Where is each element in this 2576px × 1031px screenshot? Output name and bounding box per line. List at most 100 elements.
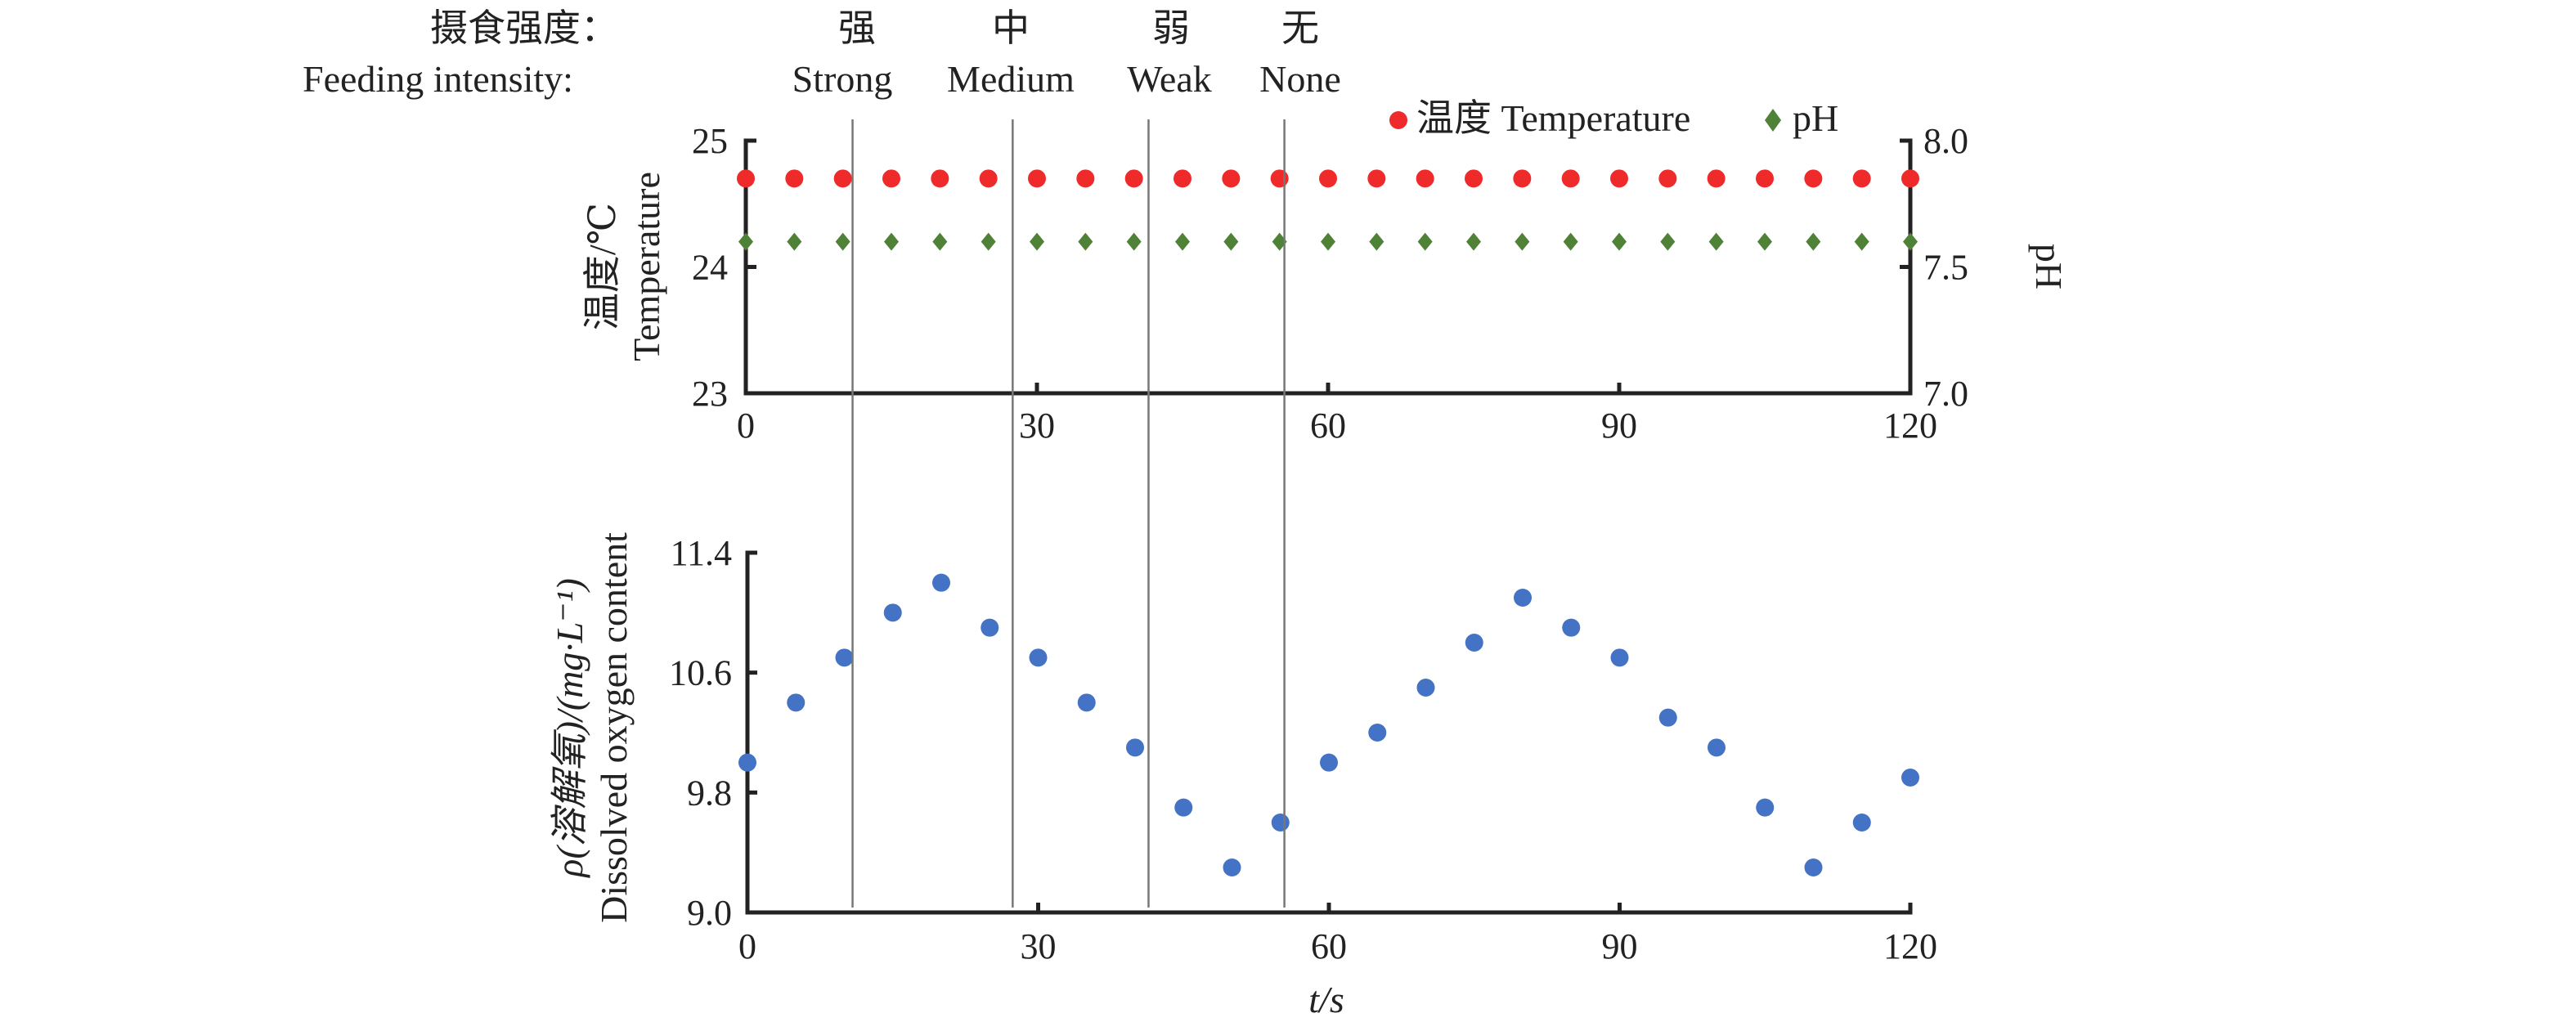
dissolved-oxygen-point [932,573,950,592]
feeding-boundaries [851,119,1286,908]
feeding-level-en: Weak [1127,58,1212,100]
temperature-point [1270,169,1289,188]
legend: 温度 Temperature pH [1389,97,1838,139]
ph-point [1515,232,1530,251]
dissolved-oxygen-point [1174,798,1193,817]
bottom-ticks: 0 30 60 90 120 9.0 9.8 10.6 11.4 [669,533,1937,966]
bottom-xlabel: t/s [1308,979,1344,1020]
ph-point [1854,232,1869,251]
dissolved-oxygen-point [1610,648,1629,667]
temperature-point [1804,169,1823,188]
dissolved-oxygen-point [981,618,999,637]
temperature-point [931,169,949,188]
ph-point [1612,232,1627,251]
x-tick-label: 0 [737,406,755,446]
ph-point [1030,232,1044,251]
ph-point [835,232,850,251]
top-ticks: 0 30 60 90 120 23 24 25 7.0 7.5 8.0 [692,121,1968,446]
temperature-point [1465,169,1483,188]
bottom-axes [745,550,1913,915]
ph-point [1757,232,1772,251]
dissolved-oxygen-point [1804,858,1823,876]
y2-tick-label: 7.5 [1923,248,1968,288]
temperature-point [737,169,755,188]
ph-point [787,232,802,251]
legend-temperature-label: 温度 Temperature [1416,97,1690,139]
feeding-levels: 强 Strong 中 Medium 弱 Weak 无 None [792,7,1341,100]
feeding-level-en: Medium [947,58,1075,100]
x-tick-label: 0 [738,926,756,966]
dissolved-oxygen-point [787,693,806,712]
feeding-level-cn: 弱 [1152,7,1190,49]
ph-point [1660,232,1676,251]
y2-tick-label: 8.0 [1923,121,1968,161]
ph-point [1369,232,1384,251]
x-tick-label: 30 [1019,406,1055,446]
ph-point [1272,232,1287,251]
ph-point [1126,232,1142,251]
x-tick-label: 90 [1602,926,1638,966]
temperature-point [1174,169,1192,188]
x-tick-label: 90 [1601,406,1637,446]
dissolved-oxygen-point [1562,618,1581,637]
dissolved-oxygen-point [1368,724,1387,742]
y-tick-label: 9.0 [687,893,732,933]
ph-point [1223,232,1239,251]
y-tick-label: 10.6 [669,653,732,693]
y-tick-label: 9.8 [687,773,732,813]
temperature-point [1513,169,1532,188]
temperature-point [1124,169,1143,188]
x-tick-label: 30 [1021,926,1057,966]
temperature-point [1756,169,1774,188]
dissolved-oxygen-point [1465,634,1483,652]
temperature-point [1028,169,1046,188]
dissolved-oxygen-point [1416,679,1435,697]
dissolved-oxygen-point [1271,814,1290,832]
feeding-level-cn: 无 [1281,7,1319,49]
dissolved-oxygen-point [883,603,902,622]
dissolved-oxygen-point [835,648,854,667]
y-tick-label: 24 [692,248,728,288]
ph-point [932,232,948,251]
top-y2label: pH [2028,244,2070,289]
ph-point [1078,232,1093,251]
x-tick-label: 60 [1310,406,1346,446]
dissolved-oxygen-point [1126,738,1144,757]
dissolved-oxygen-point [1756,798,1775,817]
y-tick-label: 25 [692,121,728,161]
temperature-point [1561,169,1580,188]
top-ylabel-cn: 温度/℃ [581,203,623,330]
temperature-point [1416,169,1434,188]
dissolved-oxygen-point [1223,858,1241,876]
ph-point [1806,232,1821,251]
temperature-point [1367,169,1386,188]
ph-point [738,232,753,251]
legend-ph-label: pH [1793,97,1838,139]
feeding-level-en: Strong [792,58,893,100]
bottom-ylabel-en: Dissolved oxygen content [593,532,635,923]
ph-point [1175,232,1190,251]
ph-point [1563,232,1578,251]
top-marks [737,169,1919,251]
ph-point [981,232,996,251]
temperature-point [882,169,900,188]
top-ylabel-en: Temperature [626,172,667,361]
bottom-chart: 0 30 60 90 120 9.0 9.8 10.6 11.4 ρ(溶解氧)/(mg·L⁻¹)… [549,532,1937,1020]
temperature-point [785,169,804,188]
temperature-point [1852,169,1871,188]
x-tick-label: 60 [1311,926,1347,966]
dissolved-oxygen-point [1514,589,1532,607]
ph-point [884,232,899,251]
dissolved-oxygen-point [1658,708,1677,727]
y-tick-label: 11.4 [671,533,732,573]
dissolved-oxygen-point [1320,753,1338,772]
temperature-point [1076,169,1095,188]
x-tick-label: 120 [1883,926,1937,966]
bottom-marks [738,573,1919,876]
temperature-point [833,169,852,188]
y-tick-label: 23 [692,374,728,414]
temperature-point [979,169,998,188]
x-tick-label: 120 [1883,406,1937,446]
dissolved-oxygen-point [1901,769,1919,787]
